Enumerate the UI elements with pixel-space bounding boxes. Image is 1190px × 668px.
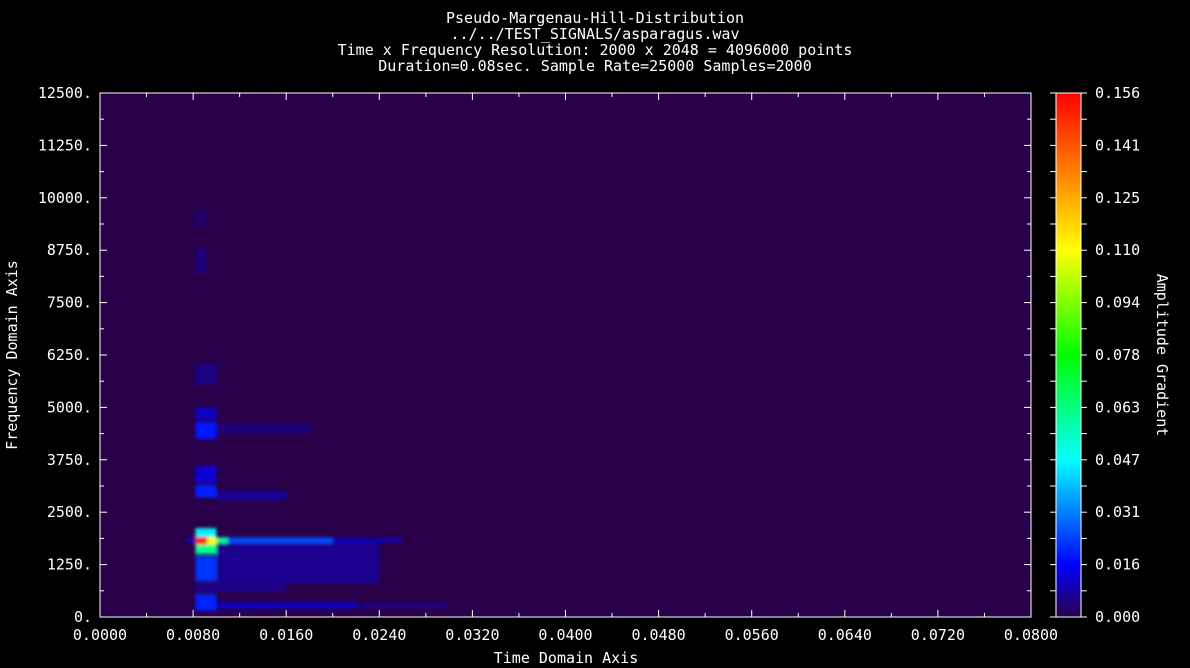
- colorbar-tick-label: 0.063: [1095, 398, 1140, 416]
- heatmap-cell: [216, 541, 380, 584]
- heatmap-cell: [187, 538, 196, 543]
- heatmap-cell: [195, 407, 217, 420]
- y-axis-label: Frequency Domain Axis: [3, 260, 21, 450]
- x-tick-label: 0.0800: [1004, 626, 1058, 644]
- x-tick-labels: 0.0000 0.0080 0.0160 0.0240 0.0320 0.0400 0.04…: [73, 626, 1058, 644]
- y-tick-label: 7500.: [47, 294, 92, 312]
- colorbar-tick-label: 0.078: [1095, 346, 1140, 364]
- colorbar: [1055, 92, 1082, 618]
- heatmap-cell: [195, 536, 208, 545]
- heatmap-cell: [195, 466, 217, 483]
- colorbar-label: Amplitude Gradient: [1153, 274, 1171, 437]
- heatmap-cell: [228, 537, 333, 544]
- colorbar-tick-label: 0.110: [1095, 241, 1140, 259]
- heatmap-cell: [216, 537, 229, 544]
- heatmap-energy: [187, 210, 450, 611]
- heatmap-cell: [195, 593, 217, 611]
- x-tick-label: 0.0720: [911, 626, 965, 644]
- x-tick-label: 0.0000: [73, 626, 127, 644]
- heatmap-cell: [216, 490, 287, 501]
- colorbar-tick-label: 0.156: [1095, 84, 1140, 102]
- heatmap-cell: [195, 248, 208, 274]
- colorbar-tick-labels: 0.000 0.016 0.031 0.047 0.063 0.078 0.094 0.110…: [1095, 84, 1140, 626]
- colorbar-tick-label: 0.000: [1095, 608, 1140, 626]
- x-tick-label: 0.0320: [445, 626, 499, 644]
- y-tick-label: 6250.: [47, 346, 92, 364]
- heatmap-background: [100, 93, 1031, 617]
- x-axis-label: Time Domain Axis: [494, 649, 639, 667]
- y-tick-label: 10000.: [38, 189, 92, 207]
- colorbar-tick-label: 0.016: [1095, 556, 1140, 574]
- colorbar-tick-label: 0.141: [1095, 136, 1140, 154]
- x-tick-label: 0.0160: [259, 626, 313, 644]
- y-tick-label: 8750.: [47, 241, 92, 259]
- colorbar-tick-label: 0.094: [1095, 294, 1140, 312]
- y-tick-label: 0.: [74, 608, 92, 626]
- heatmap-cell: [195, 422, 217, 439]
- y-tick-label: 3750.: [47, 451, 92, 469]
- x-tick-label: 0.0480: [632, 626, 686, 644]
- x-tick-label: 0.0640: [818, 626, 872, 644]
- heatmap-cell: [332, 538, 403, 543]
- x-tick-label: 0.0400: [538, 626, 592, 644]
- y-tick-label: 12500.: [38, 84, 92, 102]
- y-tick-label: 11250.: [38, 136, 92, 154]
- heatmap-cell: [195, 484, 217, 498]
- y-tick-labels: 0. 1250. 2500. 3750. 5000. 6250. 7500. 8750. 100…: [38, 84, 92, 626]
- chart-subtitle-file: ../../TEST_SIGNALS/asparagus.wav: [450, 25, 740, 43]
- axis-ticks: [99, 92, 1087, 618]
- heatmap-cell: [195, 584, 287, 592]
- x-tick-label: 0.0560: [725, 626, 779, 644]
- heatmap-cell: [216, 601, 357, 609]
- colorbar-tick-label: 0.125: [1095, 189, 1140, 207]
- colorbar-tick-label: 0.047: [1095, 451, 1140, 469]
- y-tick-label: 2500.: [47, 503, 92, 521]
- heatmap-cell: [207, 536, 217, 545]
- heatmap-cell: [195, 556, 217, 582]
- chart-subtitle-duration: Duration=0.08sec. Sample Rate=25000 Samp…: [378, 57, 812, 75]
- chart-subtitle-resolution: Time x Frequency Resolution: 2000 x 2048…: [337, 41, 853, 59]
- heatmap-cell: [216, 423, 310, 434]
- chart-title: Pseudo-Margenau-Hill-Distribution: [445, 9, 744, 27]
- heatmap-cell: [356, 602, 450, 608]
- x-tick-label: 0.0240: [352, 626, 406, 644]
- colorbar-tick-label: 0.031: [1095, 503, 1140, 521]
- heatmap-cell: [195, 541, 217, 555]
- heatmap-cell: [195, 528, 217, 539]
- heatmap-cell: [195, 363, 217, 385]
- x-tick-label: 0.0080: [166, 626, 220, 644]
- y-tick-label: 1250.: [47, 556, 92, 574]
- y-tick-label: 5000.: [47, 398, 92, 416]
- heatmap-cell: [195, 210, 208, 228]
